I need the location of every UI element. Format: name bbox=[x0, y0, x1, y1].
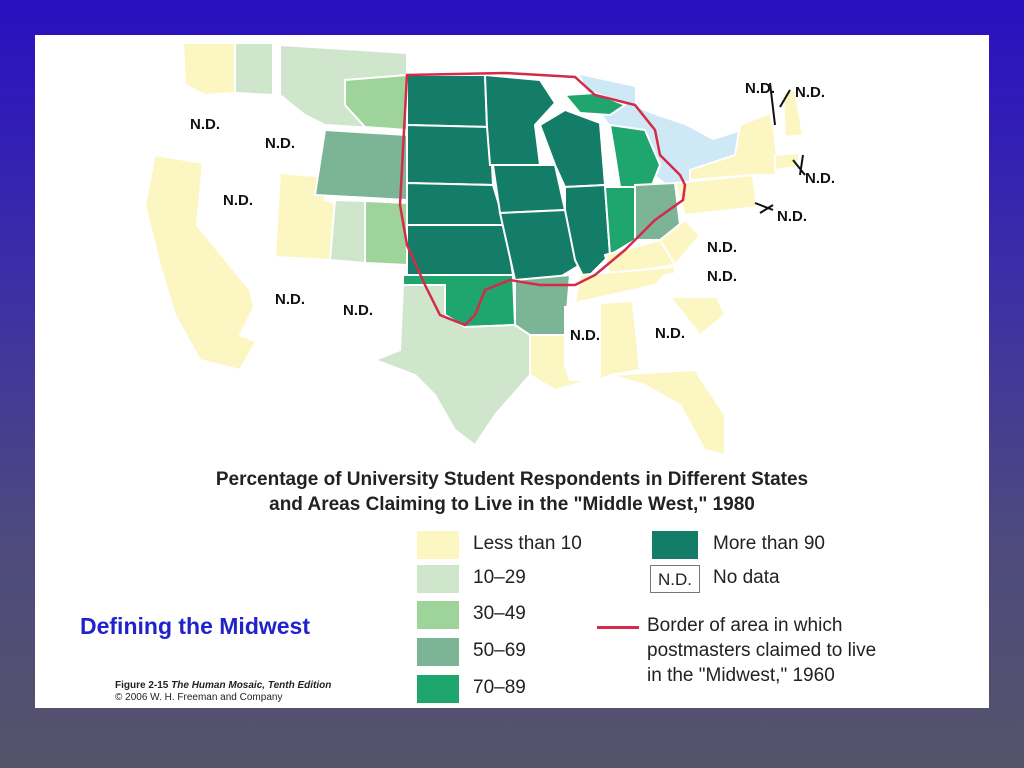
state-massachusetts bbox=[773, 135, 817, 157]
state-colorado-west bbox=[328, 198, 366, 265]
state-iowa bbox=[491, 164, 567, 215]
nd-label-oregon: N.D. bbox=[190, 116, 220, 133]
nd-label-arizona: N.D. bbox=[275, 291, 305, 308]
legend-border-line bbox=[597, 626, 639, 629]
state-nebraska bbox=[406, 181, 507, 226]
state-montana-east bbox=[344, 73, 408, 132]
state-new-hampshire bbox=[781, 88, 805, 139]
legend-swatch-50-69 bbox=[417, 638, 459, 666]
slide-subtitle: Defining the Midwest bbox=[80, 613, 310, 639]
nd-label-georgia: N.D. bbox=[655, 325, 685, 342]
nd-label-new-jersey: N.D. bbox=[777, 208, 807, 225]
nd-label-maine: N.D. bbox=[795, 84, 825, 101]
legend-swatch-10-29 bbox=[417, 565, 459, 593]
nd-label-massachusetts: N.D. bbox=[805, 170, 835, 187]
legend-label-50-69: 50–69 bbox=[473, 640, 526, 661]
copyright: © 2006 W. H. Freeman and Company bbox=[115, 692, 283, 703]
figure-caption: Figure 2-15 The Human Mosaic, Tenth Edit… bbox=[115, 680, 331, 704]
legend-swatch-no-data: N.D. bbox=[650, 565, 700, 593]
legend-label-10-29: 10–29 bbox=[473, 567, 526, 588]
state-michigan-up bbox=[562, 91, 628, 117]
us-map: N.D. N.D. N.D. N.D. N.D. N.D. N.D. N.D. … bbox=[143, 42, 842, 457]
legend-border-text: Border of area in which postmasters clai… bbox=[647, 613, 876, 688]
legend-swatch-more-than-90 bbox=[652, 531, 698, 559]
legend-border-line1: Border of area in which bbox=[647, 615, 843, 636]
legend-border-line3: in the "Midwest," 1960 bbox=[647, 665, 835, 686]
state-new-jersey bbox=[753, 178, 775, 217]
state-maryland bbox=[733, 209, 766, 226]
slide-panel: N.D. N.D. N.D. N.D. N.D. N.D. N.D. N.D. … bbox=[35, 35, 989, 708]
state-north-dakota bbox=[406, 74, 489, 129]
state-south-dakota bbox=[406, 123, 495, 187]
state-florida bbox=[609, 368, 726, 457]
state-connecticut bbox=[774, 151, 802, 172]
state-maine bbox=[793, 58, 842, 132]
state-mississippi bbox=[564, 303, 601, 381]
nd-label-vermont: N.D. bbox=[745, 80, 775, 97]
map-title-line1: Percentage of University Student Respond… bbox=[215, 469, 809, 490]
legend-swatch-less-than-10 bbox=[417, 531, 459, 559]
nd-label-north-carolina: N.D. bbox=[707, 268, 737, 285]
legend-label-30-49: 30–49 bbox=[473, 603, 526, 624]
legend-label-less-than-10: Less than 10 bbox=[473, 533, 582, 554]
midwest-border-1960 bbox=[398, 71, 687, 327]
state-washington-east bbox=[234, 42, 274, 97]
map-title: Percentage of University Student Respond… bbox=[35, 467, 989, 517]
nd-label-new-mexico: N.D. bbox=[343, 302, 373, 319]
legend-swatch-70-89 bbox=[417, 675, 459, 703]
legend-label-more-than-90: More than 90 bbox=[713, 533, 825, 554]
legend-border-line2: postmasters claimed to live bbox=[647, 640, 877, 661]
legend-label-70-89: 70–89 bbox=[473, 677, 526, 698]
legend-label-no-data: No data bbox=[713, 567, 780, 588]
state-west-virginia bbox=[658, 218, 702, 267]
nd-label-idaho: N.D. bbox=[265, 135, 295, 152]
state-kansas bbox=[406, 224, 515, 276]
state-missouri bbox=[498, 208, 582, 281]
state-pennsylvania bbox=[673, 173, 759, 217]
nd-pointer-lines bbox=[754, 82, 806, 214]
legend-swatch-30-49 bbox=[417, 601, 459, 629]
book-title: The Human Mosaic, Tenth Edition bbox=[171, 680, 332, 691]
nd-label-nevada: N.D. bbox=[223, 192, 253, 209]
state-wyoming bbox=[313, 128, 408, 202]
nd-label-mississippi: N.D. bbox=[570, 327, 600, 344]
state-washington bbox=[181, 42, 236, 97]
map-title-line2: and Areas Claiming to Live in the "Middl… bbox=[269, 494, 755, 515]
nd-label-virginia: N.D. bbox=[707, 239, 737, 256]
state-alabama bbox=[599, 299, 642, 382]
figure-number: Figure 2-15 bbox=[115, 680, 169, 691]
state-minnesota bbox=[483, 73, 557, 166]
